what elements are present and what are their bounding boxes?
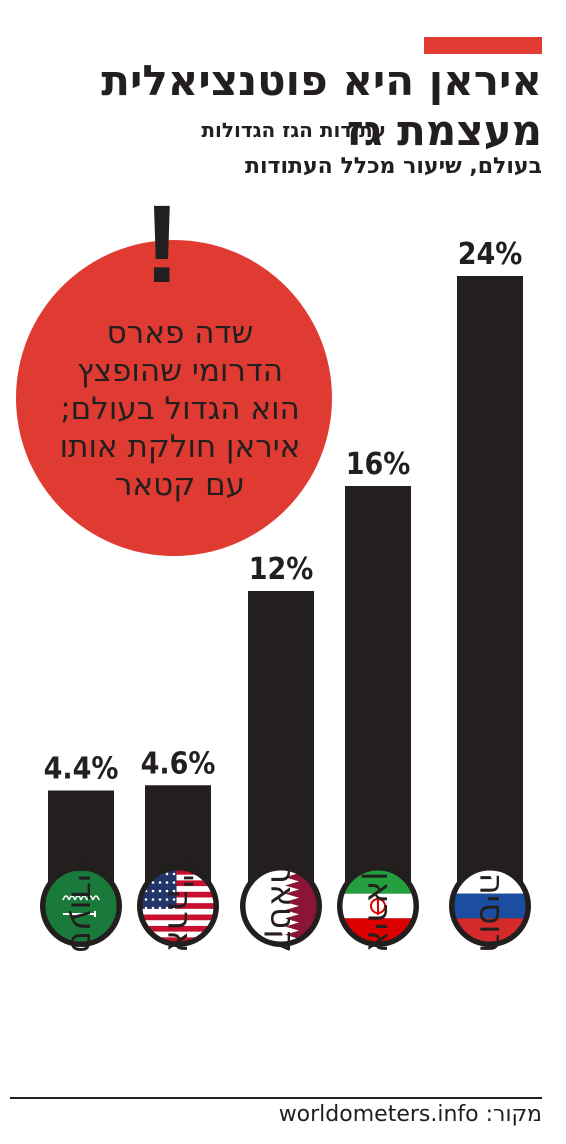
category-label: איראן — [360, 871, 400, 953]
category-label: קטאר — [263, 865, 303, 953]
source: מקור: worldometers.info — [279, 1102, 542, 1127]
bar-group: 12% קטאר — [240, 552, 322, 953]
callout-circle — [16, 240, 332, 556]
subtitle-line2: בעולם, שיעור מכלל העתודות — [244, 154, 542, 179]
source-value: worldometers.info — [278, 1102, 479, 1127]
source-label: מקור: — [485, 1102, 542, 1127]
footer-divider — [10, 1097, 542, 1099]
flag-ring — [242, 867, 320, 945]
category-label: ארה"ב — [160, 854, 200, 953]
bar-group: 4.6% ארה"ב — [137, 746, 219, 953]
data-label: 4.4% — [44, 752, 119, 787]
flag-ring — [451, 867, 529, 945]
bar-group: 4.4% סעודיה — [40, 752, 122, 953]
flag-ring — [42, 867, 120, 945]
saudi-flag-icon — [44, 869, 118, 943]
subtitle-line1: עתודות הגז הגדולות — [201, 118, 386, 142]
page-title-line2: מעצמת גז — [346, 106, 542, 155]
bar — [345, 486, 411, 906]
bar — [248, 591, 314, 906]
data-label: 12% — [249, 552, 314, 587]
category-label: סעודיה — [63, 852, 103, 953]
data-label: 4.6% — [141, 746, 216, 781]
data-label: 24% — [458, 237, 523, 272]
usa-flag-icon — [141, 869, 215, 943]
bar-group: 24% רוסיה — [449, 237, 531, 953]
bar-group: 16% איראן — [337, 447, 419, 953]
page-title: איראן היא פוטנציאלית — [101, 56, 542, 105]
flag-ring — [139, 867, 217, 945]
flag-ring — [339, 867, 417, 945]
data-label: 16% — [346, 447, 411, 482]
category-label: רוסיה — [472, 873, 512, 953]
accent-bar — [424, 37, 542, 54]
qatar-flag-icon — [244, 869, 318, 943]
bar — [457, 276, 523, 906]
